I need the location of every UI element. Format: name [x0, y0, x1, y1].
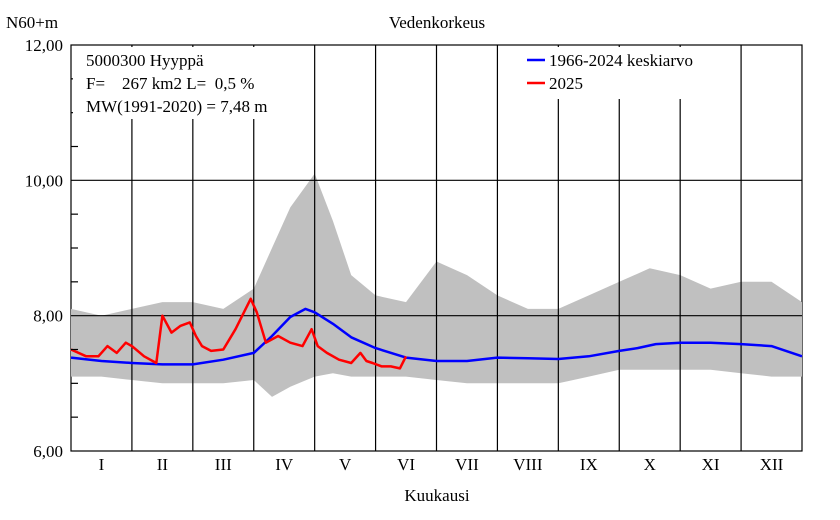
y-axis-unit-label: N60+m [6, 13, 58, 32]
year-2025-line [70, 297, 408, 370]
info-mean-level: MW(1991-2020) = 7,48 m [86, 97, 267, 116]
month-tick-label: V [339, 455, 352, 474]
month-tick-label: VIII [513, 455, 543, 474]
legend-label-current: 2025 [549, 74, 583, 93]
month-tick-label: IV [275, 455, 294, 474]
info-area: F= 267 km2 L= 0,5 % [86, 74, 254, 93]
legend-label-mean: 1966-2024 keskiarvo [549, 51, 693, 70]
month-tick-label: I [99, 455, 105, 474]
info-station: 5000300 Hyyppä [86, 51, 204, 70]
y-tick-label: 6,00 [33, 442, 63, 461]
y-tick-label: 8,00 [33, 307, 63, 326]
month-tick-label: II [157, 455, 169, 474]
month-tick-label: X [644, 455, 656, 474]
chart-title: Vedenkorkeus [389, 13, 485, 32]
month-tick-label: XII [760, 455, 784, 474]
month-tick-label: VI [397, 455, 415, 474]
x-axis-label: Kuukausi [404, 486, 469, 505]
y-tick-label: 10,00 [25, 171, 63, 190]
month-tick-label: IX [580, 455, 598, 474]
info-box [73, 47, 313, 119]
month-tick-label: III [215, 455, 232, 474]
month-tick-label: VII [455, 455, 479, 474]
legend-box [522, 47, 737, 99]
month-tick-label: XI [702, 455, 720, 474]
y-tick-label: 12,00 [25, 36, 63, 55]
